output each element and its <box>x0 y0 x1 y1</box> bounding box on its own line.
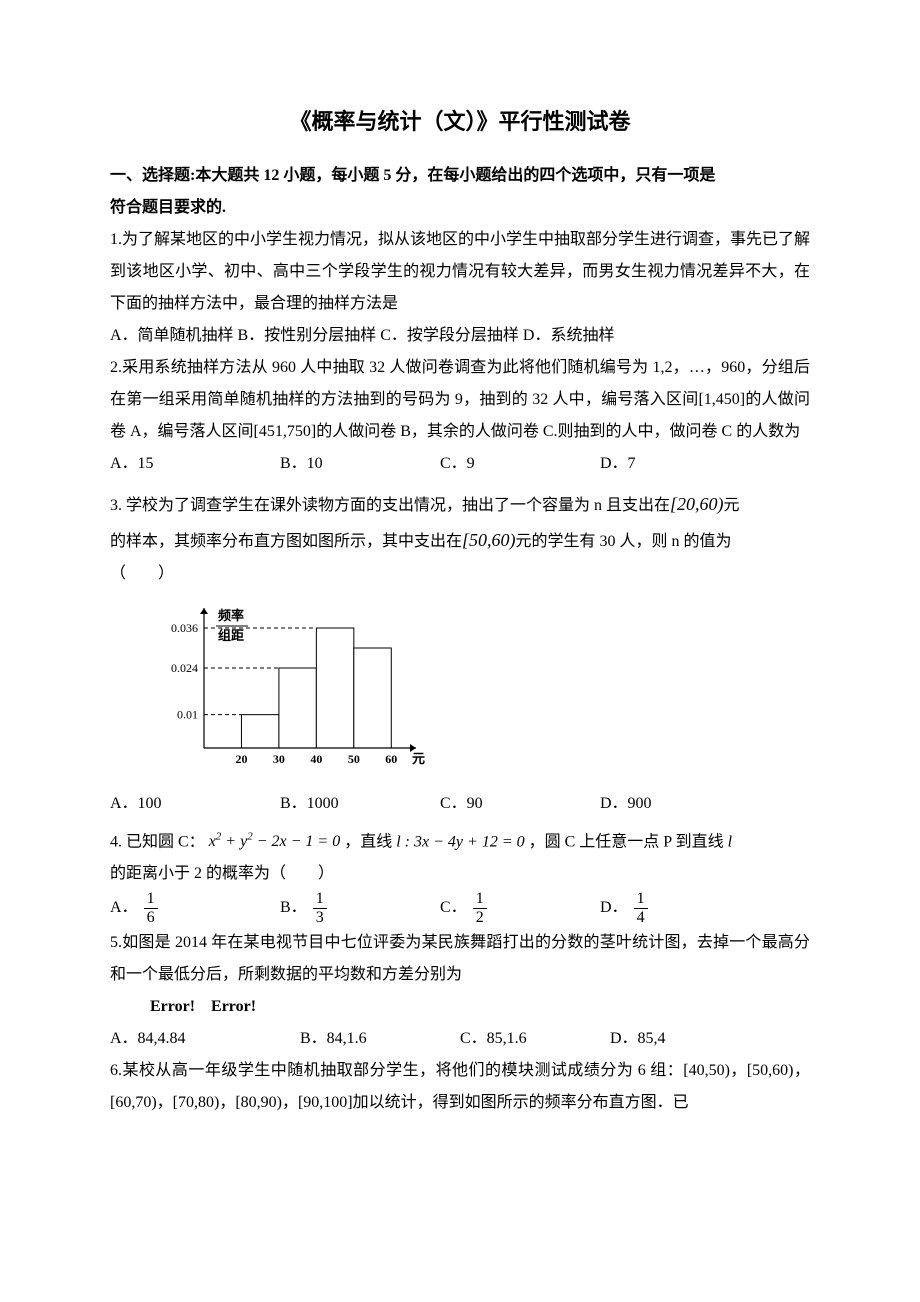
svg-text:20: 20 <box>235 752 247 766</box>
question-6: 6.某校从高一年级学生中随机抽取部分学生，将他们的模块测试成绩分为 6 组：[4… <box>110 1055 810 1119</box>
question-1-options: A．简单随机抽样 B．按性别分层抽样 C．按学段分层抽样 D．系统抽样 <box>110 320 810 352</box>
q2-opt-b: B．10 <box>280 448 440 480</box>
q4-a-label: A． <box>110 899 138 916</box>
q4-b-frac: 13 <box>313 890 327 926</box>
section-header: 一、选择题:本大题共 12 小题，每小题 5 分，在每小题给出的四个选项中，只有… <box>110 160 810 192</box>
q3-opt-b: B．1000 <box>280 788 440 820</box>
q3-interval-1: [20,60) <box>670 494 724 514</box>
question-4-options: A． 16 B． 13 C． 12 D． 14 <box>110 890 810 926</box>
q4-opt-c: C． 12 <box>440 890 600 926</box>
q4-opt-b: B． 13 <box>280 890 440 926</box>
question-1: 1.为了解某地区的中小学生视力情况，拟从该地区的中小学生中抽取部分学生进行调查，… <box>110 224 810 320</box>
frac-num: 1 <box>634 890 648 909</box>
q4-opt-d: D． 14 <box>600 890 760 926</box>
question-2-options: A．15 B．10 C．9 D．7 <box>110 448 810 480</box>
page-title: 《概率与统计（文）》平行性测试卷 <box>110 100 810 144</box>
question-5: 5.如图是 2014 年在某电视节目中七位评委为某民族舞蹈打出的分数的茎叶统计图… <box>110 927 810 991</box>
section-header-line2: 符合题目要求的. <box>110 199 226 216</box>
frequency-histogram: 0.036 0.024 0.01 20 30 40 50 60 频率组距元 <box>150 600 810 782</box>
q5-error-text: Error! Error! <box>110 991 810 1023</box>
q3-opt-c: C．90 <box>440 788 600 820</box>
q5-opt-b: B．84,1.6 <box>300 1023 460 1055</box>
q4-b-label: B． <box>280 899 307 916</box>
svg-text:0.01: 0.01 <box>177 708 198 722</box>
q3-opt-d: D．900 <box>600 788 760 820</box>
q4-text-mid2: ，圆 C 上任意一点 P 到直线 <box>529 833 724 850</box>
question-5-options: A．84,4.84 B．84,1.6 C．85,1.6 D．85,4 <box>110 1023 810 1055</box>
svg-text:0.024: 0.024 <box>171 661 198 675</box>
frac-den: 2 <box>473 909 487 927</box>
q3-text-2b: 元的学生有 30 人，则 n 的值为 <box>516 533 732 550</box>
q4-c-label: C． <box>440 899 467 916</box>
q5-opt-a: A．84,4.84 <box>110 1023 300 1055</box>
frac-num: 1 <box>313 890 327 909</box>
question-3-line2: 的样本，其频率分布直方图如图所示，其中支出在[50,60)元的学生有 30 人，… <box>110 522 810 558</box>
q4-text-1: 4. 已知圆 C： <box>110 833 205 850</box>
svg-text:40: 40 <box>310 752 322 766</box>
question-4-line2: 的距离小于 2 的概率为（ ） <box>110 858 810 890</box>
question-3-options: A．100 B．1000 C．90 D．900 <box>110 788 810 820</box>
question-3-line3: （ ） <box>110 558 810 590</box>
svg-text:0.036: 0.036 <box>171 621 198 635</box>
question-4-line1: 4. 已知圆 C： x2 + y2 − 2x − 1 = 0 ，直线 l : 3… <box>110 826 810 858</box>
q4-eq1: x2 + y2 − 2x − 1 = 0 <box>209 833 345 850</box>
q2-opt-c: C．9 <box>440 448 600 480</box>
frac-den: 4 <box>634 909 648 927</box>
q3-interval-2: [50,60) <box>462 530 516 550</box>
q3-opt-a: A．100 <box>110 788 280 820</box>
question-3-line1: 3. 学校为了调查学生在课外读物方面的支出情况，抽出了一个容量为 n 且支出在[… <box>110 486 810 522</box>
question-2: 2.采用系统抽样方法从 960 人中抽取 32 人做问卷调查为此将他们随机编号为… <box>110 352 810 448</box>
q4-c-frac: 12 <box>473 890 487 926</box>
svg-text:元: 元 <box>412 751 425 766</box>
q4-d-frac: 14 <box>634 890 648 926</box>
q3-text-1a: 3. 学校为了调查学生在课外读物方面的支出情况，抽出了一个容量为 n 且支出在 <box>110 497 670 514</box>
q4-eq2: l : 3x − 4y + 12 = 0 <box>396 833 528 850</box>
q4-opt-a: A． 16 <box>110 890 280 926</box>
q4-l: l <box>728 833 732 850</box>
q3-text-2a: 的样本，其频率分布直方图如图所示，其中支出在 <box>110 533 462 550</box>
svg-text:组距: 组距 <box>218 628 244 643</box>
frac-num: 1 <box>473 890 487 909</box>
q5-opt-c: C．85,1.6 <box>460 1023 610 1055</box>
svg-text:频率: 频率 <box>218 608 244 623</box>
frac-den: 3 <box>313 909 327 927</box>
q2-opt-d: D．7 <box>600 448 760 480</box>
q4-d-label: D． <box>600 899 628 916</box>
svg-text:60: 60 <box>385 752 397 766</box>
q4-a-frac: 16 <box>144 890 158 926</box>
frac-den: 6 <box>144 909 158 927</box>
q3-text-1b: 元 <box>724 497 740 514</box>
q2-opt-a: A．15 <box>110 448 280 480</box>
svg-text:30: 30 <box>273 752 285 766</box>
q5-opt-d: D．85,4 <box>610 1023 730 1055</box>
svg-text:50: 50 <box>348 752 360 766</box>
section-header-line1: 一、选择题:本大题共 12 小题，每小题 5 分，在每小题给出的四个选项中，只有… <box>110 167 715 184</box>
q4-text-mid1: ，直线 <box>344 833 392 850</box>
section-header-2: 符合题目要求的. <box>110 192 810 224</box>
frac-num: 1 <box>144 890 158 909</box>
